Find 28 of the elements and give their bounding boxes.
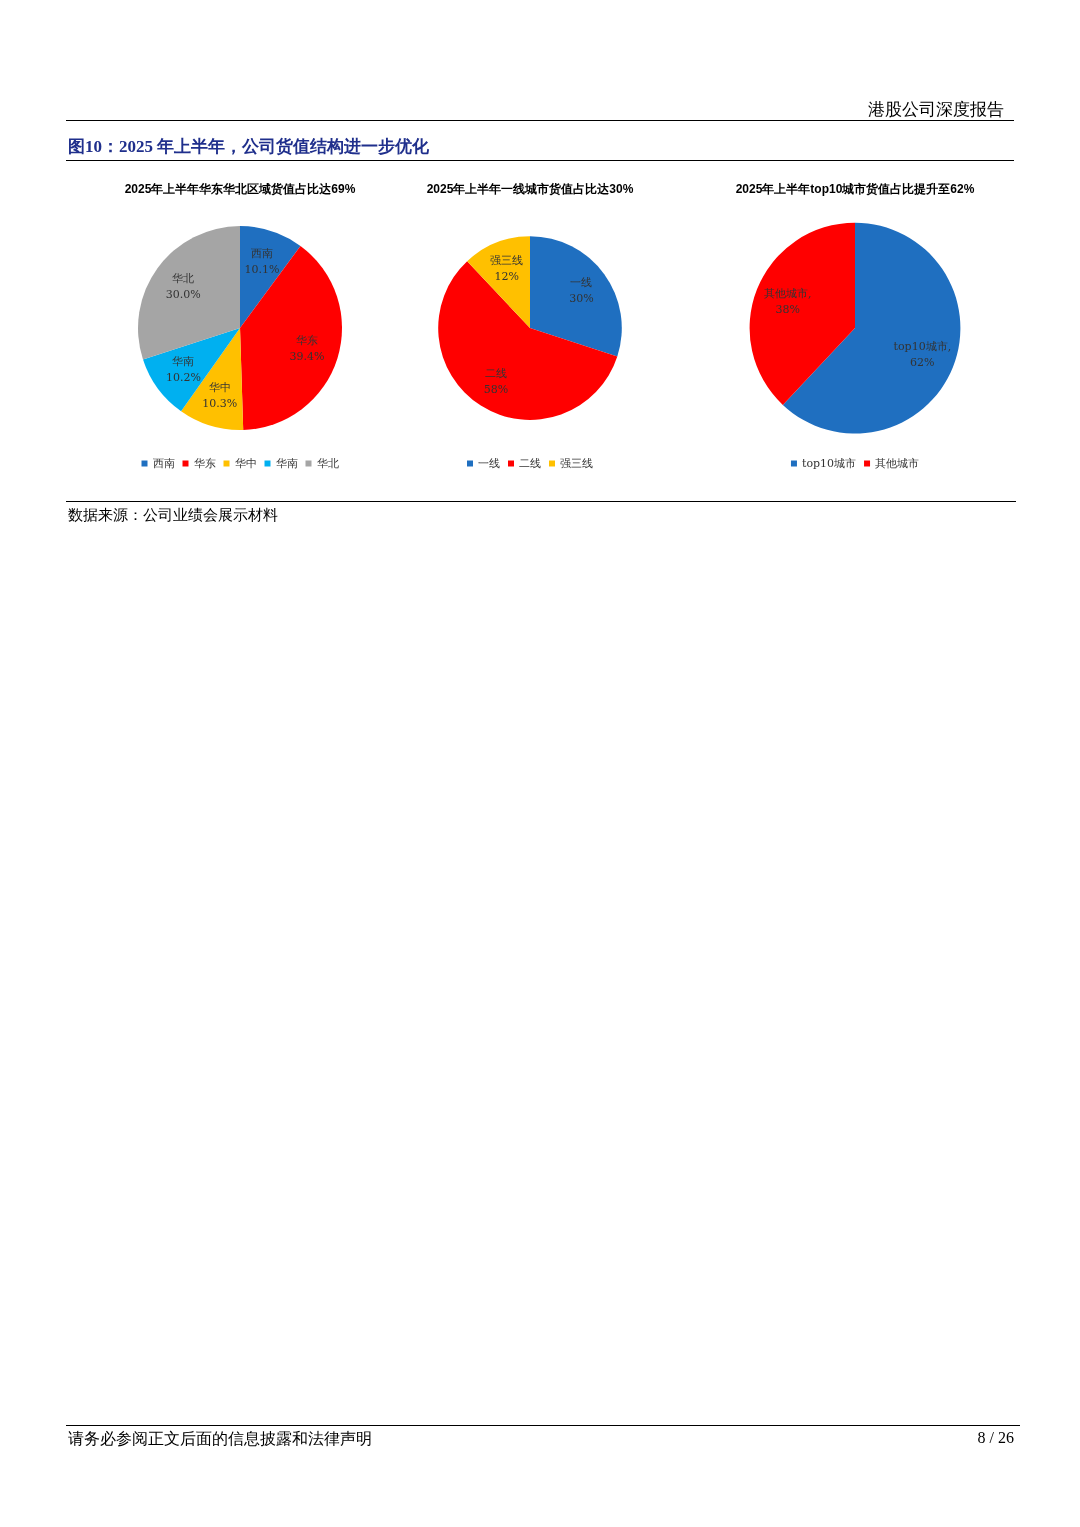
data-label: top10城市, 62% [893, 340, 952, 370]
data-label: 强三线 12% [490, 254, 524, 284]
legend-label: 强三线 [560, 457, 593, 470]
data-label: 华中 10.3% [202, 380, 238, 410]
caption: 图10：2025 年上半年，公司货值结构进一步优化 [68, 136, 430, 158]
legend-label: 华北 [316, 457, 339, 470]
legend-label: top10城市 [801, 457, 857, 470]
legend-label: 华东 [193, 457, 216, 470]
chart-title: 2025年上半年一线城市货值占比达30% [426, 182, 634, 196]
legend-label: 二线 [519, 457, 541, 470]
data-label: 华北 30.0% [165, 272, 201, 302]
data-label: 一线 30% [569, 276, 594, 306]
data-label: 其他城市, 38% [763, 286, 812, 316]
legend-label: 华南 [275, 457, 298, 470]
source-note: 数据来源：公司业绩会展示材料 [68, 506, 278, 525]
text: 请务必参阅正文后面的信息披露和法律声明 [68, 1429, 372, 1449]
data-label: 华南 10.2% [165, 355, 201, 385]
legend-label: 一线 [478, 457, 500, 470]
data-label: 华东 39.4% [289, 334, 325, 364]
data-label: 西南 10.1% [244, 246, 280, 276]
legend-label: 其他城市 [875, 457, 920, 470]
legend-label: 华中 [234, 457, 257, 470]
chart-title: 2025年上半年top10城市货值占比提升至62% [735, 182, 975, 196]
chart-title: 2025年上半年华东华北区域货值占比达69% [124, 182, 356, 196]
text: 港股公司深度报告 [868, 99, 1004, 121]
text: 8 / 26 [977, 1429, 1014, 1447]
data-label: 二线 58% [483, 367, 509, 397]
legend-label: 西南 [152, 457, 175, 470]
